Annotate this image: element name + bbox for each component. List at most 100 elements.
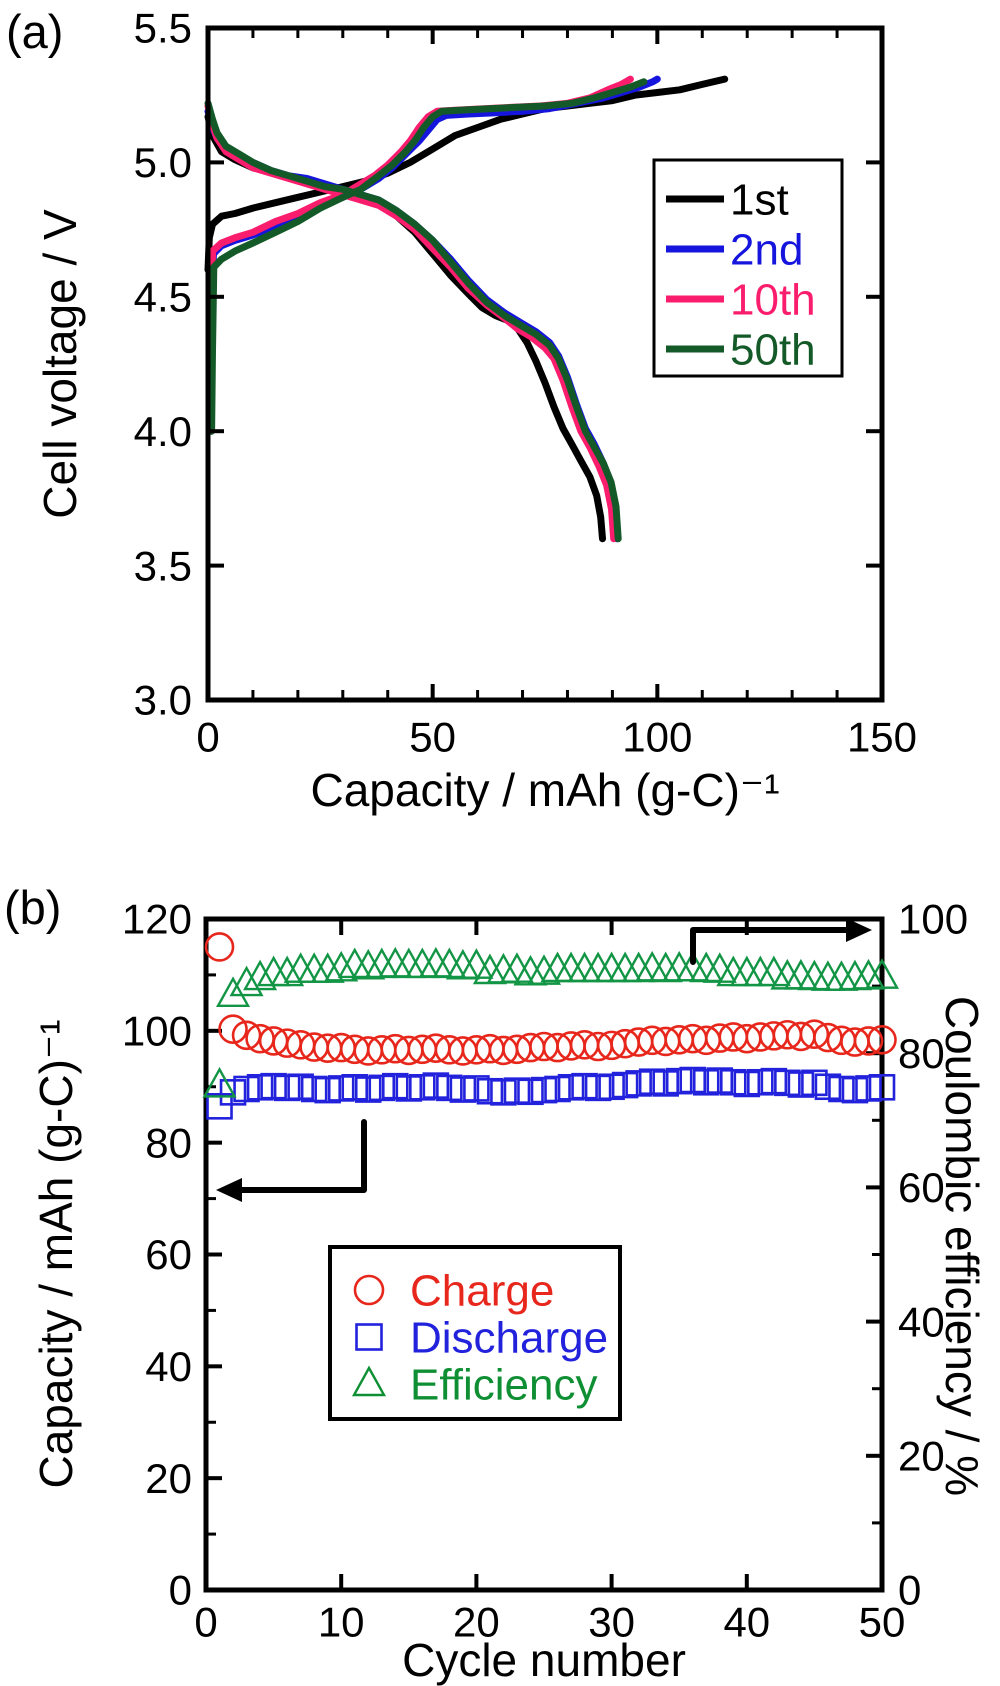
marker-discharge xyxy=(801,1069,828,1097)
panel-b-ytick-left-label: 20 xyxy=(145,1455,192,1502)
marker-discharge xyxy=(327,1075,355,1102)
marker-discharge xyxy=(841,1076,869,1104)
marker-discharge xyxy=(381,1072,409,1100)
marker-charge xyxy=(218,1014,248,1044)
marker-discharge xyxy=(571,1072,598,1100)
series-a-1st-charge xyxy=(204,75,729,274)
left-axis-arrowhead xyxy=(216,1178,242,1202)
marker-charge xyxy=(867,1024,897,1055)
panel-b-ytick-right-label: 100 xyxy=(898,896,968,943)
panel-a-ytick-label: 4.0 xyxy=(134,408,192,455)
marker-discharge xyxy=(233,1075,260,1103)
panel-b-xtick-label: 10 xyxy=(318,1599,365,1646)
legend-label-2nd: 2nd xyxy=(730,225,803,274)
right-axis-arrow xyxy=(690,927,849,965)
marker-discharge xyxy=(314,1076,341,1104)
marker-discharge xyxy=(463,1075,490,1102)
marker-efficiency xyxy=(526,954,562,985)
marker-efficiency xyxy=(202,1066,237,1098)
marker-efficiency xyxy=(270,955,305,987)
legend-label-discharge: Discharge xyxy=(410,1313,608,1362)
marker-discharge xyxy=(287,1073,314,1101)
right-axis-arrowhead xyxy=(846,918,872,942)
marker-discharge xyxy=(814,1073,842,1101)
legend-marker-efficiency xyxy=(351,1365,387,1397)
marker-discharge xyxy=(774,1069,801,1097)
marker-discharge xyxy=(341,1074,369,1101)
marker-discharge xyxy=(584,1074,612,1102)
marker-efficiency xyxy=(229,965,264,997)
marker-discharge xyxy=(692,1068,720,1096)
marker-discharge xyxy=(490,1079,517,1106)
panel-a-ytick-label: 3.0 xyxy=(134,677,192,724)
panel-a-tag: (a) xyxy=(6,5,64,58)
legend-label-1st: 1st xyxy=(730,175,789,224)
panel-b-ytick-left-label: 0 xyxy=(169,1567,192,1614)
panel-a-ytick-label: 3.5 xyxy=(134,542,192,589)
marker-efficiency xyxy=(459,948,494,979)
panel-b-ytick-right-label: 0 xyxy=(898,1567,921,1614)
marker-discharge xyxy=(611,1071,639,1099)
legend-label-50th: 50th xyxy=(730,325,816,374)
series-a-10th-discharge xyxy=(204,102,618,543)
marker-discharge xyxy=(855,1075,882,1102)
panel-a-y-axis-title: Cell voltage / V xyxy=(34,209,86,519)
panel-b-ytick-left-label: 80 xyxy=(145,1119,192,1166)
marker-efficiency xyxy=(216,976,251,1008)
panel-a-ytick-label: 5.0 xyxy=(134,139,192,186)
legend-label-10th: 10th xyxy=(730,275,816,324)
marker-discharge xyxy=(422,1072,450,1099)
panel-a-xtick-label: 150 xyxy=(847,714,917,761)
panel-a-xtick-label: 0 xyxy=(196,714,219,761)
panel-b-legend-box xyxy=(328,1245,622,1421)
marker-discharge xyxy=(503,1077,531,1104)
legend-marker-discharge xyxy=(355,1323,383,1351)
marker-discharge xyxy=(260,1072,287,1100)
panel-b-xtick-label: 40 xyxy=(723,1599,770,1646)
marker-discharge xyxy=(544,1075,571,1103)
panel-a-xtick-label: 100 xyxy=(622,714,692,761)
panel-b-ytick-right-label: 40 xyxy=(898,1298,945,1345)
marker-efficiency xyxy=(864,958,900,989)
series-a-1st-discharge xyxy=(204,113,606,543)
legend-label-charge: Charge xyxy=(410,1266,554,1315)
marker-discharge xyxy=(530,1076,558,1104)
marker-discharge xyxy=(273,1074,301,1102)
marker-discharge xyxy=(719,1068,747,1096)
panel-b-right-axis-title: Coulombic efficiency / % xyxy=(936,996,988,1496)
series-a-50th-charge xyxy=(208,78,648,435)
marker-discharge xyxy=(868,1074,896,1101)
marker-discharge xyxy=(246,1074,274,1101)
marker-discharge xyxy=(206,1093,233,1120)
panel-b-ytick-left-label: 120 xyxy=(122,896,192,943)
marker-discharge xyxy=(436,1074,463,1102)
left-axis-arrow xyxy=(239,1119,367,1193)
marker-efficiency xyxy=(310,952,345,983)
marker-discharge xyxy=(747,1068,774,1096)
panel-b-ytick-left-label: 100 xyxy=(122,1008,192,1055)
marker-discharge xyxy=(368,1074,396,1102)
panel-a-ytick-label: 4.5 xyxy=(134,274,192,321)
marker-charge xyxy=(204,932,235,962)
marker-discharge xyxy=(409,1074,436,1101)
marker-discharge xyxy=(787,1071,815,1098)
marker-discharge xyxy=(449,1076,477,1103)
panel-b-xtick-label: 50 xyxy=(859,1599,906,1646)
marker-discharge xyxy=(395,1075,423,1102)
marker-discharge xyxy=(300,1075,328,1103)
marker-efficiency xyxy=(243,959,278,991)
marker-discharge xyxy=(706,1067,734,1094)
panel-a-xtick-label: 50 xyxy=(409,714,456,761)
panel-a-ytick-label: 5.5 xyxy=(134,5,192,52)
marker-charge xyxy=(853,1026,884,1056)
marker-discharge xyxy=(828,1075,855,1103)
panel-b-ytick-left-label: 40 xyxy=(145,1343,192,1390)
panel-b-xtick-label: 20 xyxy=(453,1599,500,1646)
marker-discharge xyxy=(652,1070,679,1097)
marker-efficiency xyxy=(337,947,372,979)
panel-b-ytick-right-label: 20 xyxy=(898,1433,945,1480)
panel-a-frame xyxy=(205,25,885,703)
legend-marker-charge xyxy=(353,1274,385,1306)
